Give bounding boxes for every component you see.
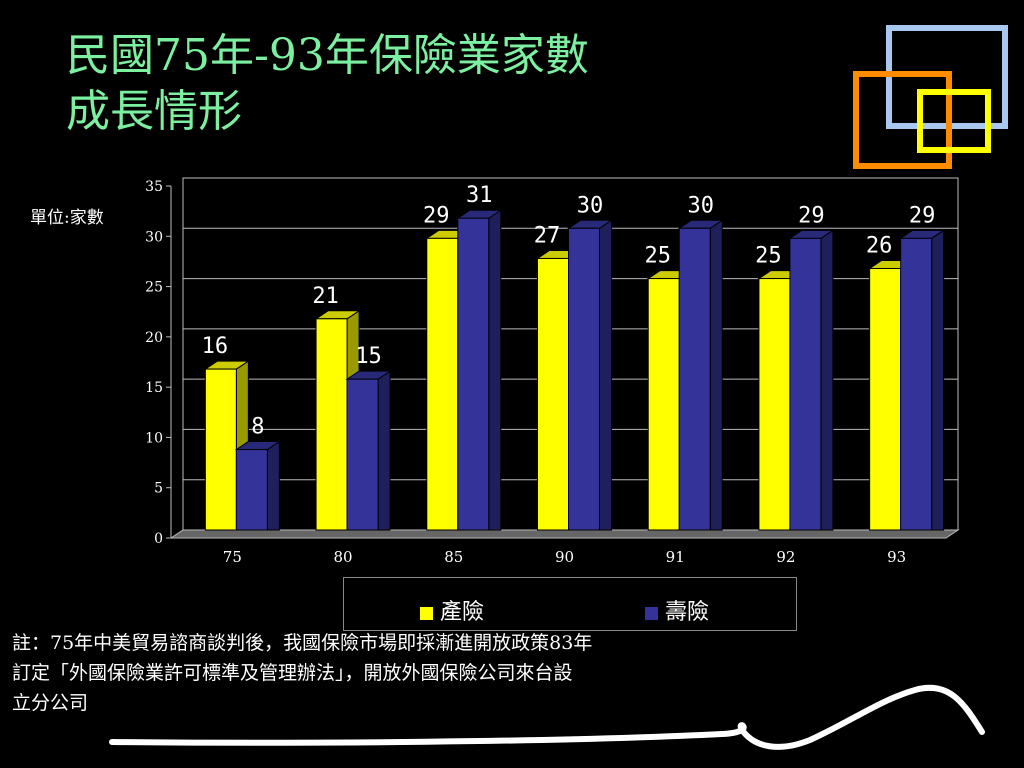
bar-side	[488, 209, 502, 531]
bar-chart: 0 5 10 15 20 25 30 35 75 16 8 80 21 15 85 29 31 90 27 30 91 2…	[145, 177, 960, 566]
legend-swatch-blue	[644, 605, 659, 621]
bar	[678, 227, 711, 531]
bar	[426, 237, 459, 531]
data-label: 29	[423, 203, 450, 228]
y-tick-label: 25	[145, 280, 163, 296]
bar	[869, 268, 902, 531]
data-label: 27	[534, 223, 561, 248]
data-label: 26	[866, 234, 893, 259]
y-tick-label: 0	[154, 531, 163, 547]
legend-item-series-2: 壽險	[644, 594, 709, 626]
x-tick-label: 75	[223, 548, 242, 566]
bar	[568, 227, 600, 531]
footnote-line-3: 立分公司	[12, 692, 89, 714]
bar	[537, 257, 569, 531]
y-tick-label: 30	[145, 229, 163, 245]
y-tick-label: 15	[145, 380, 163, 396]
legend-item-series-1: 產險	[419, 594, 484, 626]
unit-label: 單位:家數	[30, 208, 104, 228]
bar	[315, 318, 348, 531]
x-tick-label: 91	[666, 548, 685, 566]
title-line-2: 成長情形	[66, 86, 242, 137]
bar	[346, 378, 379, 531]
legend-swatch-yellow	[419, 605, 434, 621]
bar-side	[709, 219, 723, 531]
x-tick-label: 85	[444, 548, 463, 566]
bar	[647, 278, 680, 531]
plot-floor	[169, 529, 960, 539]
y-tick-label: 35	[145, 179, 163, 195]
y-tick-label: 5	[154, 481, 163, 497]
data-label: 30	[577, 193, 604, 218]
y-tick-label: 10	[145, 430, 163, 446]
bar	[900, 237, 933, 531]
data-label: 21	[312, 284, 339, 309]
bar-side	[820, 229, 834, 531]
data-label: 31	[466, 183, 493, 208]
data-label: 30	[687, 193, 714, 218]
bar	[457, 217, 490, 531]
bar-side	[266, 440, 280, 531]
footnote-line-2: 訂定「外國保險業許可標準及管理辦法」，開放外國保險公司來台設	[12, 662, 573, 684]
bar	[235, 449, 268, 531]
data-label: 29	[909, 203, 936, 228]
title-line-1: 民國75年-93年保險業家數	[66, 30, 589, 81]
y-tick-label: 20	[145, 330, 163, 346]
footnote-line-1: 註：75年中美貿易諮商談判後，我國保險市場即採漸進開放政策83年	[12, 632, 593, 654]
bar	[758, 278, 791, 531]
data-label: 15	[355, 344, 382, 369]
x-tick-label: 93	[887, 548, 906, 566]
chart-legend: 產險 壽險	[343, 577, 797, 631]
legend-label-series-2: 壽險	[665, 600, 710, 625]
legend-label-series-1: 產險	[440, 600, 485, 625]
footnote: 註：75年中美貿易諮商談判後，我國保險市場即採漸進開放政策83年 訂定「外國保險…	[12, 628, 892, 718]
data-label: 25	[755, 244, 782, 269]
x-tick-label: 90	[555, 548, 574, 566]
bar-side	[931, 229, 945, 531]
bar-side	[377, 370, 391, 531]
x-tick-label: 80	[334, 548, 353, 566]
data-label: 25	[644, 244, 671, 269]
data-label: 8	[251, 415, 264, 440]
bar-side	[599, 219, 612, 531]
slide-title: 民國75年-93年保險業家數 成長情形	[66, 28, 826, 140]
data-label: 16	[202, 334, 229, 359]
bar	[204, 368, 237, 531]
bar	[789, 237, 822, 531]
data-label: 29	[798, 203, 825, 228]
x-tick-label: 92	[776, 548, 795, 566]
